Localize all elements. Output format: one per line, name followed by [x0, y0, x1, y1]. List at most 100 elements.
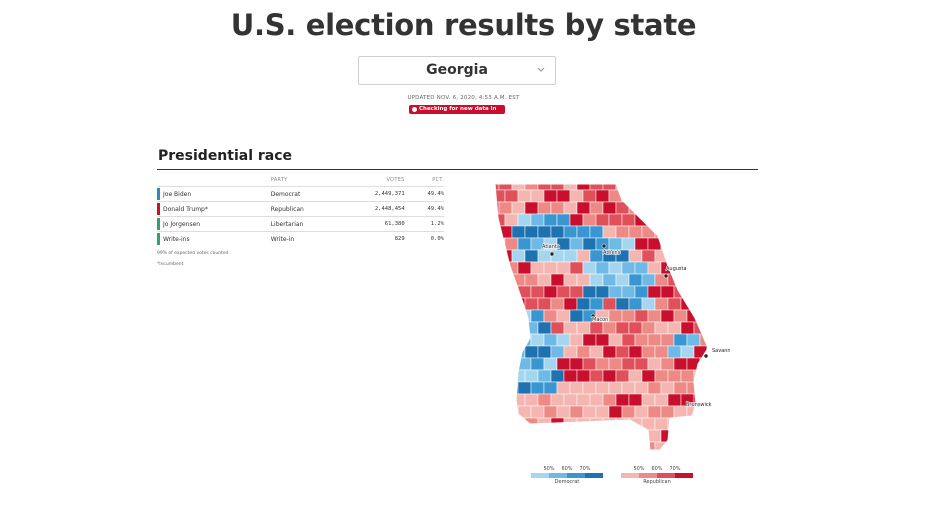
county-shape[interactable] [699, 381, 713, 395]
county-shape[interactable] [713, 334, 726, 346]
county-shape[interactable] [634, 237, 649, 251]
county-shape[interactable] [492, 405, 506, 419]
county-shape[interactable] [543, 333, 558, 347]
county-shape[interactable] [673, 333, 688, 347]
county-shape[interactable] [660, 333, 675, 347]
county-shape[interactable] [699, 189, 713, 203]
county-shape[interactable] [504, 237, 519, 251]
county-shape[interactable] [602, 417, 617, 431]
county-shape[interactable] [596, 454, 609, 458]
county-shape[interactable] [543, 405, 558, 419]
county-shape[interactable] [634, 405, 649, 419]
county-shape[interactable] [556, 189, 571, 203]
county-shape[interactable] [713, 262, 726, 274]
county-shape[interactable] [615, 393, 630, 407]
county-shape[interactable] [693, 201, 708, 215]
county-shape[interactable] [582, 189, 597, 203]
county-shape[interactable] [699, 429, 713, 443]
county-shape[interactable] [490, 441, 500, 454]
county-shape[interactable] [518, 454, 531, 458]
county-shape[interactable] [706, 297, 720, 311]
county-shape[interactable] [589, 249, 604, 263]
county-shape[interactable] [550, 393, 565, 407]
county-shape[interactable] [628, 273, 643, 287]
county-shape[interactable] [517, 261, 532, 275]
county-shape[interactable] [673, 213, 688, 227]
county-shape[interactable] [504, 309, 519, 323]
county-shape[interactable] [641, 441, 656, 454]
county-shape[interactable] [647, 333, 662, 347]
county-shape[interactable] [504, 429, 519, 443]
county-shape[interactable] [511, 201, 526, 215]
county-shape[interactable] [699, 237, 713, 251]
county-shape[interactable] [634, 189, 649, 203]
county-shape[interactable] [621, 405, 636, 419]
county-shape[interactable] [595, 285, 610, 299]
county-shape[interactable] [602, 201, 617, 215]
county-shape[interactable] [563, 201, 578, 215]
county-shape[interactable] [647, 189, 662, 203]
county-shape[interactable] [498, 393, 513, 407]
county-shape[interactable] [660, 405, 675, 419]
county-shape[interactable] [634, 261, 649, 275]
county-shape[interactable] [543, 429, 558, 443]
county-shape[interactable] [654, 345, 669, 359]
county-shape[interactable] [621, 381, 636, 395]
county-shape[interactable] [615, 369, 630, 383]
county-shape[interactable] [621, 357, 636, 371]
county-shape[interactable] [621, 213, 636, 227]
county-shape[interactable] [647, 261, 662, 275]
county-shape[interactable] [511, 417, 526, 431]
county-shape[interactable] [543, 285, 558, 299]
county-shape[interactable] [595, 237, 610, 251]
county-shape[interactable] [537, 297, 552, 311]
county-shape[interactable] [647, 357, 662, 371]
county-shape[interactable] [563, 441, 578, 454]
county-shape[interactable] [530, 357, 545, 371]
county-shape[interactable] [537, 225, 552, 239]
county-shape[interactable] [680, 345, 695, 359]
county-shape[interactable] [602, 441, 617, 454]
county-shape[interactable] [660, 357, 675, 371]
county-shape[interactable] [713, 310, 726, 322]
county-shape[interactable] [609, 454, 622, 458]
county-shape[interactable] [550, 441, 565, 454]
county-shape[interactable] [524, 321, 539, 335]
county-shape[interactable] [556, 333, 571, 347]
county-shape[interactable] [628, 345, 643, 359]
county-shape[interactable] [524, 345, 539, 359]
county-shape[interactable] [647, 381, 662, 395]
county-shape[interactable] [654, 417, 669, 431]
county-shape[interactable] [641, 297, 656, 311]
county-shape[interactable] [550, 417, 565, 431]
county-shape[interactable] [634, 333, 649, 347]
county-shape[interactable] [570, 454, 583, 458]
county-shape[interactable] [680, 201, 695, 215]
county-shape[interactable] [524, 297, 539, 311]
county-shape[interactable] [498, 321, 513, 335]
county-shape[interactable] [686, 189, 701, 203]
county-shape[interactable] [602, 393, 617, 407]
county-shape[interactable] [517, 429, 532, 443]
county-shape[interactable] [530, 405, 545, 419]
county-shape[interactable] [680, 225, 695, 239]
county-shape[interactable] [556, 381, 571, 395]
county-shape[interactable] [667, 441, 682, 454]
county-shape[interactable] [511, 345, 526, 359]
county-shape[interactable] [608, 357, 623, 371]
county-shape[interactable] [589, 273, 604, 287]
county-shape[interactable] [498, 441, 513, 454]
county-shape[interactable] [556, 285, 571, 299]
county-shape[interactable] [608, 285, 623, 299]
county-shape[interactable] [628, 321, 643, 335]
county-shape[interactable] [490, 249, 500, 263]
county-shape[interactable] [589, 441, 604, 454]
county-shape[interactable] [647, 285, 662, 299]
county-shape[interactable] [641, 345, 656, 359]
county-shape[interactable] [634, 357, 649, 371]
county-shape[interactable] [693, 225, 708, 239]
county-shape[interactable] [602, 345, 617, 359]
county-shape[interactable] [608, 237, 623, 251]
county-shape[interactable] [713, 358, 726, 370]
county-shape[interactable] [628, 393, 643, 407]
